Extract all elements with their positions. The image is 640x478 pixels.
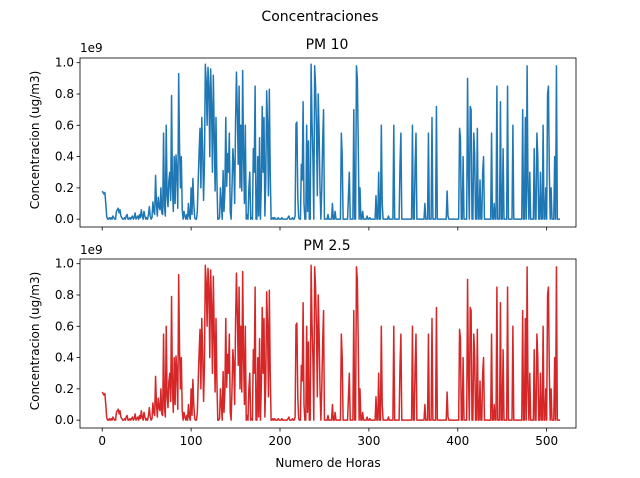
y-tick-label-pm25: 0.2 bbox=[55, 382, 74, 396]
x-tick-label-pm25: 0 bbox=[98, 434, 106, 448]
y-tick-label-pm25: 0.8 bbox=[55, 288, 74, 302]
y-offset-label-pm25: 1e9 bbox=[80, 243, 103, 257]
figure-suptitle: Concentraciones bbox=[261, 9, 378, 25]
y-tick-label-pm10: 0.8 bbox=[55, 87, 74, 101]
x-tick-label-pm25: 100 bbox=[180, 434, 203, 448]
marks-pm10: 0.0 0.2 0.4 0.6 0.8 1.0 bbox=[55, 56, 560, 231]
plot-frame-pm25 bbox=[79, 258, 577, 429]
y-tick-label-pm25: 0.4 bbox=[55, 351, 74, 365]
x-tick-label-pm25: 400 bbox=[446, 434, 469, 448]
y-axis-label-pm10: Concentracion (ug/m3) bbox=[28, 71, 42, 210]
y-tick-label-pm25: 1.0 bbox=[55, 257, 74, 271]
y-tick-label-pm25: 0.6 bbox=[55, 319, 74, 333]
x-tick-label-pm25: 200 bbox=[269, 434, 292, 448]
y-tick-label-pm10: 0.4 bbox=[55, 150, 74, 164]
y-tick-label-pm10: 1.0 bbox=[55, 56, 74, 70]
marks-pm25: 0.0 0.2 0.4 0.6 0.8 1.0 0 100 200 300 400 500 bbox=[55, 257, 560, 448]
series-line-pm25 bbox=[101, 264, 560, 421]
y-tick-label-pm10: 0.6 bbox=[55, 118, 74, 132]
panel-title-pm25: PM 2.5 bbox=[303, 238, 350, 254]
y-tick-label-pm10: 0.2 bbox=[55, 181, 74, 195]
y-tick-label-pm25: 0.0 bbox=[55, 413, 74, 427]
y-tick-label-pm10: 0.0 bbox=[55, 212, 74, 226]
x-tick-label-pm25: 500 bbox=[535, 434, 558, 448]
x-tick-label-pm25: 300 bbox=[357, 434, 380, 448]
chart-panel-pm25: PM 2.5 1e9 Concentracion (ug/m3) 0.00.20… bbox=[28, 238, 577, 470]
x-axis-label: Numero de Horas bbox=[275, 456, 380, 470]
panel-title-pm10: PM 10 bbox=[306, 37, 349, 53]
y-axis-label-pm25: Concentracion (ug/m3) bbox=[28, 272, 42, 411]
y-offset-label-pm10: 1e9 bbox=[80, 41, 103, 55]
series-line-pm10 bbox=[101, 63, 560, 220]
plot-frame-pm10 bbox=[79, 57, 577, 228]
chart-panel-pm10: PM 10 1e9 Concentracion (ug/m3) 0.00.20.… bbox=[28, 37, 577, 231]
